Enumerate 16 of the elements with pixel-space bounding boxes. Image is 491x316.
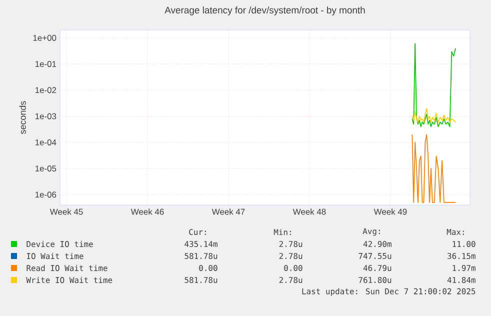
y-tick-label: 1e-05: [35, 166, 56, 172]
y-tick-label: 1e-03: [35, 113, 56, 120]
x-tick-label: Week 47: [212, 208, 245, 215]
chart-title: Average latency for /dev/system/root - by month: [164, 6, 365, 16]
y-tick-label: 1e-04: [35, 139, 56, 146]
line-series: [412, 43, 456, 128]
x-tick-label: Week 48: [292, 208, 326, 215]
y-tick-label: 1e-01: [35, 61, 56, 67]
y-tick-label: 1e-02: [35, 87, 56, 94]
y-tick-label: 1e+00: [33, 34, 56, 41]
line-series: [412, 108, 456, 122]
x-tick-label: Week 45: [50, 208, 83, 215]
x-tick-label: Week 46: [130, 208, 164, 215]
y-axis-title: seconds: [19, 101, 26, 134]
y-tick-label: 1e-06: [35, 192, 56, 198]
x-tick-label: Week 49: [374, 208, 407, 215]
